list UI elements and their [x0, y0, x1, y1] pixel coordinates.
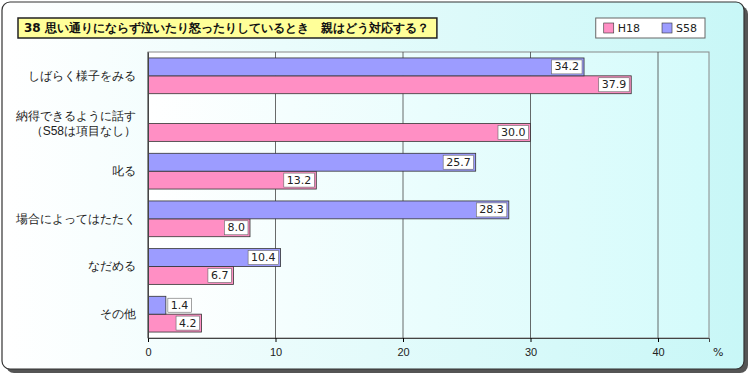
data-label-group: 30.0: [498, 125, 529, 139]
bar: [148, 171, 316, 189]
y-tick: なだめる: [88, 259, 148, 273]
x-tick: 20: [397, 338, 409, 358]
legend-swatch: [662, 23, 672, 33]
y-tick-label: 叱る: [112, 164, 136, 178]
y-tick: 場合によってはたたく: [15, 212, 148, 226]
data-label-box: [176, 316, 200, 330]
data-label-box: [476, 203, 507, 217]
y-tick-label: なだめる: [88, 259, 136, 273]
x-tick-mark: [403, 338, 404, 342]
bar: [148, 249, 281, 267]
x-tick-label: 30: [525, 346, 537, 358]
data-label: 25.7: [446, 156, 471, 169]
grid-line: [403, 52, 404, 338]
y-axis-line: [148, 53, 149, 339]
data-label: 6.7: [211, 269, 229, 282]
grid-line: [530, 52, 531, 338]
bar: [148, 201, 509, 219]
data-label: 8.0: [228, 221, 246, 234]
data-label-group: 37.9: [599, 78, 630, 92]
legend-item: S58: [662, 22, 697, 35]
data-label: 13.2: [287, 174, 312, 187]
y-axis: しばらく様子をみる納得できるように話す（S58は項目なし） 叱る場合によってはたた…: [15, 53, 149, 339]
data-label: 30.0: [501, 126, 526, 139]
data-label: 37.9: [602, 78, 627, 91]
x-tick-label: 20: [397, 346, 409, 358]
bar: [148, 296, 166, 314]
y-tick-label: 納得できるように話す（S58は項目なし）: [16, 109, 136, 137]
data-label-group: 8.0: [225, 221, 249, 235]
legend-swatch: [604, 23, 614, 33]
bar: [148, 314, 202, 332]
x-tick-mark: [658, 338, 659, 342]
y-tick: しばらく様子をみる: [28, 69, 148, 83]
x-tick-label: 10: [270, 346, 282, 358]
legend-label: S58: [676, 22, 697, 35]
data-label-group: 28.3: [476, 203, 507, 217]
data-label-group: 34.2: [552, 60, 583, 74]
bar: [148, 267, 233, 285]
x-tick-mark: [148, 338, 149, 342]
y-tick: 叱る: [112, 164, 148, 178]
legend: H18 S58: [596, 18, 705, 38]
data-label-group: 13.2: [284, 173, 315, 187]
x-axis-line: [149, 339, 710, 343]
bar: [148, 153, 476, 171]
data-label-box: [248, 251, 279, 265]
x-tick: 30: [525, 338, 537, 358]
x-tick: 10: [270, 338, 282, 358]
x-tick-label: 0: [145, 346, 151, 358]
plot-area: [148, 52, 709, 338]
x-axis-label: %: [713, 346, 723, 359]
grid-line: [275, 52, 276, 338]
x-tick-mark: [276, 338, 277, 342]
data-label-box: [284, 173, 315, 187]
x-tick: 40: [652, 338, 664, 358]
data-label: 28.3: [479, 203, 504, 216]
y-tick: その他: [100, 307, 148, 321]
data-label-box: [552, 60, 583, 74]
chart-frame: [2, 2, 744, 369]
grid-line: [658, 52, 659, 338]
title: 38 思い通りにならず泣いたり怒ったりしているとき 親はどう対応する？: [24, 21, 429, 35]
legend-item: H18: [604, 22, 640, 35]
data-label-group: 25.7: [443, 155, 474, 169]
data-labels: 37.9 30.0 13.2 8.0 6.7 4.2 34.2 25.7 28.3 10.4 1.4: [168, 60, 629, 330]
x-axis: 0 10 20 30 40: [145, 338, 709, 358]
data-label-box: [443, 155, 474, 169]
data-label-group: 1.4: [168, 298, 192, 312]
data-label: 10.4: [251, 251, 276, 264]
data-label: 34.2: [555, 60, 580, 73]
bars: [148, 58, 631, 332]
data-label-box: [208, 268, 232, 282]
legend-box: [596, 18, 705, 38]
bar: [148, 58, 584, 76]
data-label-box: [225, 221, 249, 235]
bar: [148, 76, 631, 94]
x-tick: 0: [145, 338, 151, 358]
chart-svg: 37.9 30.0 13.2 8.0 6.7 4.2 34.2 25.7 28.3 10.4 1.4…: [0, 0, 752, 377]
title-box: [18, 18, 437, 38]
y-tick-label: 場合によってはたたく: [15, 212, 136, 226]
data-label-box: [599, 78, 630, 92]
data-label-group: 6.7: [208, 268, 232, 282]
data-label-group: 4.2: [176, 316, 200, 330]
y-tick: 納得できるように話す（S58は項目なし）: [16, 109, 148, 137]
data-label-box: [168, 298, 192, 312]
data-label: 4.2: [179, 317, 197, 330]
y-tick-label: その他: [100, 307, 136, 321]
title-group: 38 思い通りにならず泣いたり怒ったりしているとき 親はどう対応する？: [18, 18, 437, 38]
grid-line: [148, 52, 149, 338]
x-tick-label: 40: [652, 346, 664, 358]
data-label-box: [498, 125, 529, 139]
data-label-group: 10.4: [248, 251, 279, 265]
data-label: 1.4: [171, 299, 189, 312]
bar: [148, 124, 531, 142]
y-tick-label: しばらく様子をみる: [28, 69, 136, 83]
x-tick-mark: [531, 338, 532, 342]
bar: [148, 219, 250, 237]
legend-label: H18: [618, 22, 640, 35]
